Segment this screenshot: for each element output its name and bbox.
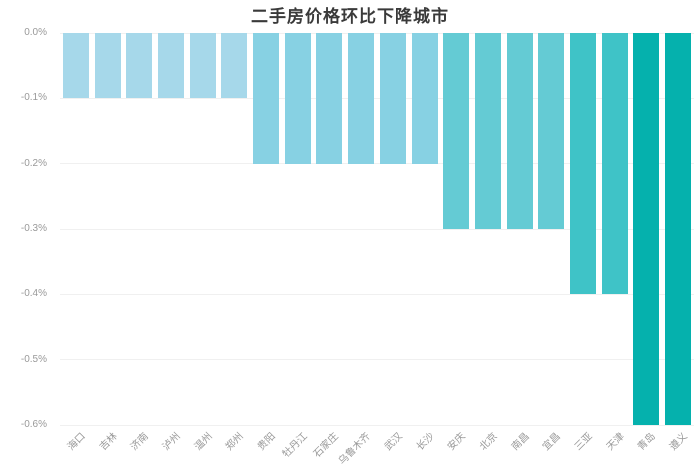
x-axis-tick-label: 安庆 [446,431,469,453]
bar-3 [126,33,153,99]
y-axis-tick-label: -0.5% [20,353,47,365]
gridline [60,163,694,165]
gridline [60,293,694,295]
bar-18 [601,33,628,295]
y-axis-tick-label: -0.4% [20,288,47,300]
x-axis-tick-label: 牡丹江 [280,431,310,460]
bar-1 [62,33,89,99]
gridline [60,359,694,361]
bar-10 [348,33,375,164]
x-axis-tick-label: 乌鲁木齐 [336,431,373,468]
bar-4 [157,33,184,99]
plot-area [60,32,694,426]
bar-9 [316,33,343,164]
y-axis-tick-label: -0.2% [20,157,47,169]
x-axis-tick-label: 三亚 [572,431,595,453]
bar-7 [253,33,280,164]
bar-16 [538,33,565,229]
x-axis-tick-label: 郑州 [224,431,247,453]
y-axis-tick-label: -0.3% [20,223,47,234]
gridline [60,97,694,99]
bar-20 [665,33,692,425]
x-axis-tick-label: 武汉 [382,431,405,453]
bar-15 [506,33,533,229]
x-axis-tick-label: 南昌 [509,431,532,453]
bar-6 [221,33,248,99]
x-axis-tick-label: 石家庄 [312,431,342,460]
bar-2 [94,33,121,99]
y-axis-tick-label: -0.1% [20,92,47,104]
bar-17 [570,33,597,295]
x-axis-tick-label: 海口 [65,431,88,453]
x-axis-tick-label: 遵义 [668,431,690,453]
bar-14 [474,33,501,229]
x-axis-tick-label: 青岛 [636,431,659,453]
bar-12 [411,33,438,164]
bar-19 [633,33,660,425]
gridline [60,32,694,34]
y-axis-tick-label: -0.6% [20,419,47,430]
gridline [60,228,694,230]
x-axis-tick-label: 宜昌 [541,431,564,453]
x-axis-tick-label: 济南 [129,431,152,453]
x-axis-tick-label: 长沙 [414,431,437,453]
x-axis-tick-label: 北京 [477,431,500,453]
bar-11 [379,33,406,164]
x-axis-tick-label: 泸州 [160,431,183,453]
bar-8 [284,33,311,164]
bar-5 [189,33,216,99]
chart-title: 二手房价格环比下降城市 [251,7,449,26]
y-axis-tick-label: 0.0% [24,27,47,38]
x-axis-tick-label: 贵阳 [255,431,278,453]
bar-13 [443,33,470,229]
x-axis-tick-label: 温州 [192,431,215,453]
x-axis-tick-label: 吉林 [97,431,120,453]
gridline [60,424,694,426]
x-axis-tick-label: 天津 [604,431,627,453]
